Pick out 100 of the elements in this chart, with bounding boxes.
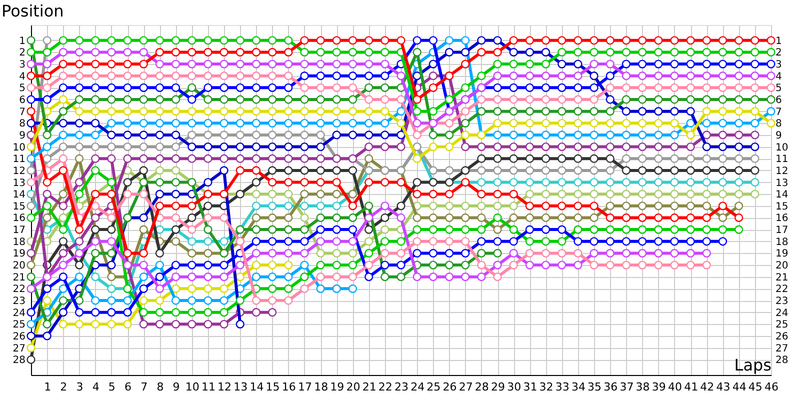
x-tick-label: 36 <box>604 380 618 394</box>
point <box>155 225 164 234</box>
point <box>91 130 100 140</box>
point <box>702 130 711 140</box>
point <box>428 60 438 68</box>
point <box>477 36 486 45</box>
point <box>574 95 582 104</box>
point <box>220 213 228 222</box>
point <box>461 202 470 210</box>
point <box>107 142 116 152</box>
point <box>155 296 164 305</box>
point <box>558 154 566 163</box>
x-tick-label: 30 <box>507 380 522 394</box>
point <box>74 296 84 305</box>
point <box>444 95 454 104</box>
point <box>412 190 422 198</box>
x-tick-label: 43 <box>716 380 730 394</box>
y-tick-label: 12 <box>12 166 26 177</box>
point <box>316 213 325 222</box>
point <box>155 248 164 258</box>
point <box>493 48 502 56</box>
point <box>493 202 502 210</box>
point <box>300 166 309 175</box>
point <box>171 166 180 175</box>
point <box>107 154 116 163</box>
point <box>171 202 180 210</box>
point <box>252 260 261 270</box>
point <box>348 260 358 270</box>
x-tick-label: 22 <box>378 380 392 394</box>
point <box>444 248 454 258</box>
point <box>509 95 518 104</box>
point <box>493 237 502 246</box>
point <box>204 272 212 282</box>
point <box>734 72 744 80</box>
point <box>300 142 309 152</box>
point <box>236 83 244 92</box>
point <box>477 237 486 246</box>
point <box>444 118 454 128</box>
y2-tick-label: 25 <box>776 320 788 331</box>
point <box>284 272 293 282</box>
point <box>380 48 390 56</box>
point <box>268 178 277 187</box>
point <box>670 190 679 198</box>
point <box>444 142 454 152</box>
y2-tick-label: 20 <box>776 260 788 272</box>
point <box>670 248 679 258</box>
point <box>558 118 566 128</box>
point <box>670 95 679 104</box>
point <box>284 95 293 104</box>
point <box>74 272 84 282</box>
point <box>638 225 647 234</box>
point <box>316 72 325 80</box>
point <box>284 166 293 175</box>
point <box>26 36 36 45</box>
point <box>477 154 486 163</box>
point <box>348 48 358 56</box>
point <box>268 284 277 293</box>
point <box>26 320 36 328</box>
point <box>139 72 148 80</box>
point <box>428 202 438 210</box>
point <box>734 225 744 234</box>
point <box>107 260 116 270</box>
y2-tick-label: 7 <box>776 106 782 118</box>
point <box>541 260 550 270</box>
point <box>444 260 454 270</box>
point <box>396 107 406 116</box>
point <box>91 60 100 68</box>
point <box>58 72 68 80</box>
point <box>654 213 663 222</box>
point <box>139 118 148 128</box>
point <box>74 260 84 270</box>
point <box>332 166 341 175</box>
point <box>123 72 132 80</box>
point <box>574 72 582 80</box>
y2-tick-label: 21 <box>776 272 788 284</box>
point <box>380 260 390 270</box>
point <box>525 202 534 210</box>
point <box>42 142 52 152</box>
point <box>155 36 164 45</box>
point <box>252 202 261 210</box>
x-tick-label: 29 <box>491 380 506 394</box>
point <box>171 296 180 305</box>
point <box>574 237 582 246</box>
point <box>204 296 212 305</box>
point <box>268 237 277 246</box>
point <box>188 130 196 140</box>
point <box>42 190 52 198</box>
point <box>541 72 550 80</box>
point <box>493 107 502 116</box>
point <box>380 107 390 116</box>
point <box>364 60 374 68</box>
point <box>380 36 390 45</box>
point <box>590 248 598 258</box>
y2-tick-label: 17 <box>776 225 788 236</box>
point <box>509 190 518 198</box>
point <box>220 237 228 246</box>
point <box>316 118 325 128</box>
point <box>461 36 470 45</box>
point <box>477 178 486 187</box>
x-tick-label: 37 <box>620 380 634 394</box>
